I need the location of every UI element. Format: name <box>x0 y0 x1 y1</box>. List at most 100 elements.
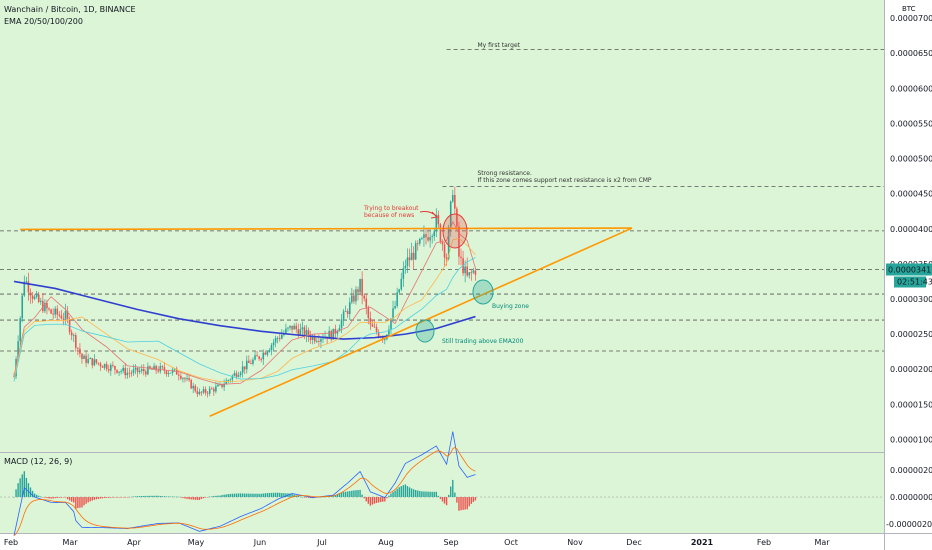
candle-body <box>330 330 333 340</box>
candle-body <box>419 238 421 244</box>
candle-body <box>182 378 184 379</box>
ema200-circle <box>415 319 435 343</box>
candle-body <box>431 236 433 237</box>
macd-histogram-bar <box>423 491 425 498</box>
candle-body <box>103 364 106 368</box>
time-tick-label: Jun <box>253 538 267 547</box>
macd-histogram-bar <box>472 497 475 502</box>
candle-body <box>72 335 75 336</box>
macd-histogram-bar <box>196 497 199 500</box>
currency-label: BTC <box>902 5 916 13</box>
macd-histogram-bar <box>443 497 446 504</box>
macd-histogram-bar <box>38 495 40 498</box>
current-price-badge[interactable] <box>886 263 932 276</box>
candle-body <box>155 365 157 371</box>
candle-body <box>414 243 417 260</box>
macd-histogram-bar <box>365 497 367 502</box>
macd-histogram-bar <box>338 493 341 498</box>
candle-body <box>447 227 450 260</box>
candle-body <box>243 366 246 370</box>
macd-histogram-bar <box>54 497 56 499</box>
macd-histogram-bar <box>447 494 450 498</box>
candle-body <box>410 252 413 261</box>
candle-body <box>52 313 54 315</box>
macd-histogram-bar <box>254 493 256 498</box>
macd-histogram-bar <box>340 492 343 498</box>
candle-body <box>287 327 289 329</box>
indicator-label[interactable]: EMA 20/50/100/200 <box>4 17 83 26</box>
macd-histogram-bar <box>421 491 423 498</box>
macd-histogram-bar <box>194 497 196 500</box>
macd-histogram-bar <box>114 497 116 498</box>
macd-histogram-bar <box>83 497 85 506</box>
macd-histogram-bar <box>101 497 104 499</box>
macd-label[interactable]: MACD (12, 26, 9) <box>4 457 73 466</box>
candle-body <box>83 355 85 359</box>
macd-histogram-bar <box>260 493 262 498</box>
macd-histogram-bar <box>248 493 250 498</box>
candle-body <box>128 372 131 374</box>
macd-histogram-bar <box>163 496 166 498</box>
candle-body <box>75 335 77 348</box>
candle-body <box>178 374 180 376</box>
candle-body <box>346 311 349 314</box>
macd-histogram-bar <box>33 493 36 498</box>
candle-body <box>95 359 98 363</box>
candle-body <box>204 389 207 393</box>
macd-histogram-bar <box>283 493 285 498</box>
candle-body <box>260 358 262 360</box>
macd-histogram-bar <box>410 488 413 498</box>
macd-histogram-bar <box>468 497 470 507</box>
candle-body <box>340 319 343 329</box>
macd-histogram-bar <box>392 491 394 498</box>
time-tick-label: Feb <box>757 538 771 547</box>
candle-body <box>136 367 139 373</box>
candle-body <box>210 388 213 390</box>
macd-histogram-bar <box>394 490 396 498</box>
macd-histogram-bar <box>293 494 295 498</box>
candle-body <box>435 214 438 232</box>
time-tick-label: Feb <box>4 538 18 547</box>
candle-body <box>252 359 254 364</box>
macd-histogram-bar <box>281 493 283 498</box>
macd-histogram-bar <box>353 490 355 498</box>
macd-histogram-bar <box>460 497 462 511</box>
candle-body <box>245 360 248 370</box>
macd-histogram-bar <box>198 497 201 501</box>
macd-histogram-bar <box>87 497 89 503</box>
buying-zone-circle <box>472 279 494 305</box>
macd-histogram-bar <box>219 495 221 498</box>
candle-body <box>44 303 46 312</box>
candle-body <box>81 353 83 359</box>
macd-histogram-bar <box>454 492 456 498</box>
candle-body <box>451 194 454 202</box>
macd-histogram-bar <box>456 497 458 503</box>
candle-body <box>138 370 141 373</box>
candle-body <box>388 329 390 335</box>
macd-histogram-bar <box>470 497 473 504</box>
macd-histogram-bar <box>466 497 468 510</box>
candle-body <box>107 369 110 371</box>
trendline-ascending-support[interactable] <box>209 227 633 418</box>
candle-body <box>25 281 28 283</box>
candle-body <box>192 385 195 389</box>
candle-body <box>62 318 65 320</box>
candle-body <box>458 226 460 257</box>
breakout-note-line1: Trying to breakout <box>363 205 419 212</box>
candle-body <box>21 295 24 319</box>
macd-histogram-bar <box>408 487 411 498</box>
macd-histogram-bar <box>165 496 168 498</box>
candle-body <box>423 234 425 239</box>
macd-histogram-bar <box>239 493 242 498</box>
trendline-horizontal-resistance[interactable] <box>20 227 633 231</box>
macd-histogram-bar <box>361 494 363 498</box>
macd-histogram-bar <box>415 489 417 498</box>
macd-histogram-bar <box>235 493 238 498</box>
macd-histogram-bar <box>182 497 184 499</box>
macd-histogram-bar <box>375 497 378 504</box>
macd-histogram-bar <box>355 490 357 498</box>
